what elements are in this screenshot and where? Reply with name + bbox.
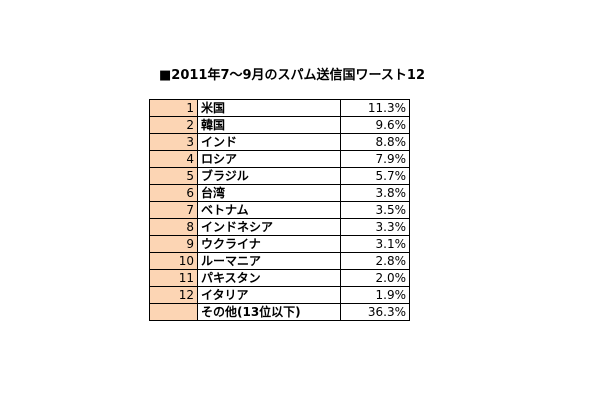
rank-cell: 12: [149, 286, 198, 304]
country-cell: インドネシア: [197, 218, 341, 236]
country-cell: ブラジル: [197, 167, 341, 185]
table-row: 2 韓国 9.6%: [149, 116, 410, 134]
country-cell: ウクライナ: [197, 235, 341, 253]
country-cell: その他(13位以下): [197, 303, 341, 321]
percent-cell: 2.0%: [340, 269, 410, 287]
page-title: ■2011年7〜9月のスパム送信国ワースト12: [159, 68, 425, 83]
rank-cell: [149, 303, 198, 321]
country-cell: イタリア: [197, 286, 341, 304]
spam-ranking-table: 1 米国 11.3% 2 韓国 9.6% 3 インド 8.8% 4 ロシア 7.…: [149, 99, 410, 321]
percent-cell: 11.3%: [340, 99, 410, 117]
rank-cell: 1: [149, 99, 198, 117]
table-row: 12 イタリア 1.9%: [149, 286, 410, 304]
table-row: 5 ブラジル 5.7%: [149, 167, 410, 185]
rank-cell: 8: [149, 218, 198, 236]
percent-cell: 3.5%: [340, 201, 410, 219]
rank-cell: 4: [149, 150, 198, 168]
table-row-other: その他(13位以下) 36.3%: [149, 303, 410, 321]
percent-cell: 9.6%: [340, 116, 410, 134]
rank-cell: 6: [149, 184, 198, 202]
table-row: 9 ウクライナ 3.1%: [149, 235, 410, 253]
country-cell: 台湾: [197, 184, 341, 202]
country-cell: ベトナム: [197, 201, 341, 219]
rank-cell: 11: [149, 269, 198, 287]
country-cell: 韓国: [197, 116, 341, 134]
table-row: 6 台湾 3.8%: [149, 184, 410, 202]
percent-cell: 5.7%: [340, 167, 410, 185]
country-cell: ルーマニア: [197, 252, 341, 270]
percent-cell: 1.9%: [340, 286, 410, 304]
rank-cell: 7: [149, 201, 198, 219]
percent-cell: 8.8%: [340, 133, 410, 151]
percent-cell: 36.3%: [340, 303, 410, 321]
table-row: 3 インド 8.8%: [149, 133, 410, 151]
table-body: 1 米国 11.3% 2 韓国 9.6% 3 インド 8.8% 4 ロシア 7.…: [149, 99, 410, 321]
country-cell: 米国: [197, 99, 341, 117]
table-row: 7 ベトナム 3.5%: [149, 201, 410, 219]
rank-cell: 9: [149, 235, 198, 253]
percent-cell: 2.8%: [340, 252, 410, 270]
table-row: 8 インドネシア 3.3%: [149, 218, 410, 236]
table-row: 10 ルーマニア 2.8%: [149, 252, 410, 270]
country-cell: インド: [197, 133, 341, 151]
table-row: 4 ロシア 7.9%: [149, 150, 410, 168]
rank-cell: 2: [149, 116, 198, 134]
table-row: 11 パキスタン 2.0%: [149, 269, 410, 287]
percent-cell: 7.9%: [340, 150, 410, 168]
rank-cell: 5: [149, 167, 198, 185]
rank-cell: 3: [149, 133, 198, 151]
rank-cell: 10: [149, 252, 198, 270]
percent-cell: 3.1%: [340, 235, 410, 253]
percent-cell: 3.3%: [340, 218, 410, 236]
country-cell: ロシア: [197, 150, 341, 168]
percent-cell: 3.8%: [340, 184, 410, 202]
country-cell: パキスタン: [197, 269, 341, 287]
table-row: 1 米国 11.3%: [149, 99, 410, 117]
